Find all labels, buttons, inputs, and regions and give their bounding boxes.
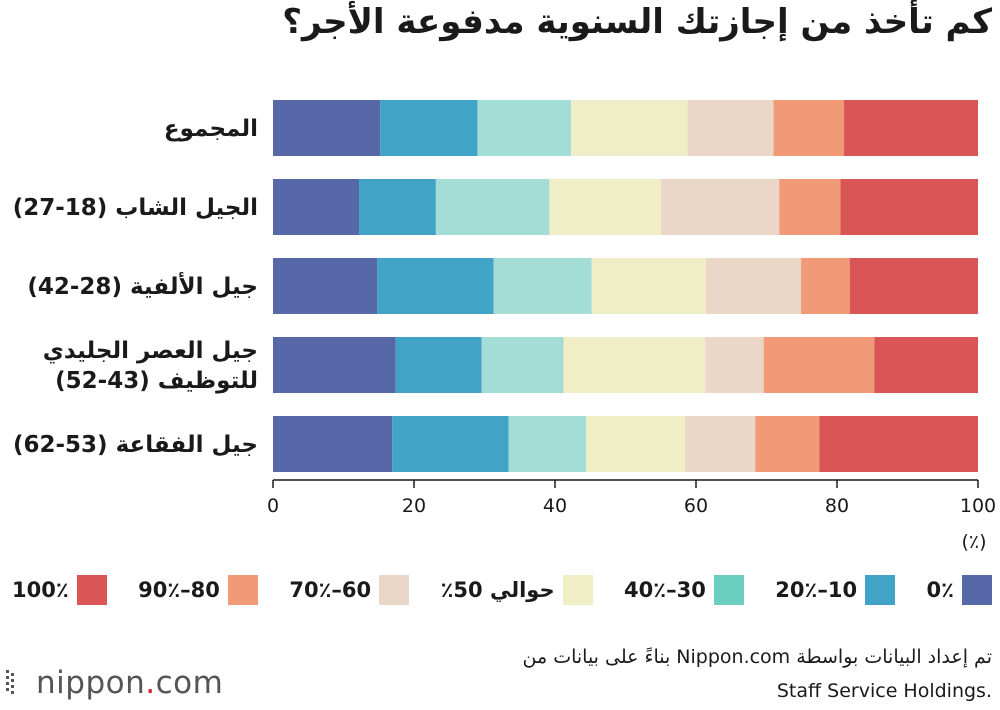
- bar-segment-1-3: [549, 179, 661, 235]
- bar-segment-3-6: [874, 337, 978, 393]
- bar-segment-4-1: [392, 416, 509, 472]
- bar-segment-0-1: [380, 100, 478, 156]
- nippon-logo: nippon.com: [4, 665, 223, 701]
- bar-segment-2-3: [591, 258, 706, 314]
- legend-item-5: 80–90٪: [138, 575, 258, 605]
- source-note: تم إعداد البيانات بواسطة Nippon.com بناء…: [392, 640, 992, 708]
- category-label-2: جيل الألفية (28-42): [27, 271, 258, 300]
- x-tick-label-2: 40: [543, 495, 567, 517]
- bar-segment-0-6: [844, 100, 978, 156]
- bar-segment-1-2: [435, 179, 550, 235]
- legend-item-6: 100٪: [12, 575, 107, 605]
- bar-segment-0-4: [687, 100, 774, 156]
- category-label-3-line-0: جيل العصر الجليدي: [43, 338, 258, 364]
- nippon-logo-mark-icon: [6, 670, 14, 694]
- bar-segment-4-0: [273, 416, 393, 472]
- bar-segment-1-5: [779, 179, 841, 235]
- bar-segment-2-5: [801, 258, 850, 314]
- x-tick-label-1: 20: [402, 495, 426, 517]
- legend-item-3: حوالي 50٪: [441, 575, 593, 605]
- bar-segment-3-2: [481, 337, 564, 393]
- legend-label-1: 10–20٪: [775, 578, 858, 602]
- bar-segment-3-0: [273, 337, 396, 393]
- category-label-4: جيل الفقاعة (53-62): [13, 432, 258, 458]
- bar-segment-1-4: [660, 179, 780, 235]
- legend-label-6: 100٪: [12, 578, 69, 602]
- bar-segment-2-2: [493, 258, 592, 314]
- bar-segment-0-0: [273, 100, 381, 156]
- bar-segment-4-5: [755, 416, 820, 472]
- legend-label-2: 30–40٪: [624, 578, 706, 602]
- bar-segment-0-3: [571, 100, 688, 156]
- legend-item-1: 10–20٪: [775, 575, 896, 605]
- stacked-bar-chart: المجموع الجيل الشاب (18-27) جيل الألفية (2…: [13, 100, 996, 553]
- legend-swatch-1: [865, 575, 896, 605]
- x-tick-label-5: 100: [960, 495, 996, 517]
- legend-swatch-0: [961, 575, 992, 605]
- bar-segment-2-4: [705, 258, 802, 314]
- legend-label-0: 0٪: [926, 578, 954, 602]
- legend-swatch-4: [379, 575, 410, 605]
- legend-item-2: 30–40٪: [624, 575, 744, 605]
- category-label-3-line-1: للتوظيف (43-52): [55, 368, 258, 394]
- legend-label-4: 60–70٪: [289, 578, 372, 602]
- legend: 0٪ 10–20٪ 30–40٪ حوالي 50٪ 60–70٪ 80–90٪…: [12, 570, 992, 610]
- chart-title: كم تأخذ من إجازتك السنوية مدفوعة الأجر؟: [282, 2, 992, 42]
- legend-item-4: 60–70٪: [289, 575, 410, 605]
- bar-segment-2-1: [377, 258, 494, 314]
- x-tick-label-3: 60: [684, 495, 708, 517]
- x-tick-label-0: 0: [267, 495, 279, 517]
- legend-swatch-5: [227, 575, 258, 605]
- bar-segment-1-0: [273, 179, 360, 235]
- bar-segment-4-2: [508, 416, 587, 472]
- bar-segment-1-1: [359, 179, 436, 235]
- bar-segment-0-5: [773, 100, 845, 156]
- legend-label-5: 80–90٪: [138, 578, 220, 602]
- legend-swatch-2: [713, 575, 744, 605]
- x-axis-unit: (٪): [961, 531, 986, 553]
- legend-swatch-6: [76, 575, 107, 605]
- category-label-1: الجيل الشاب (18-27): [13, 195, 258, 221]
- legend-swatch-3: [562, 575, 593, 605]
- source-note-line-1: تم إعداد البيانات بواسطة Nippon.com بناء…: [522, 646, 992, 668]
- bar-segment-3-1: [395, 337, 482, 393]
- category-label-0: المجموع: [164, 116, 258, 142]
- bar-segment-4-3: [586, 416, 685, 472]
- nippon-logo-text: nippon.com: [36, 665, 224, 701]
- bar-segment-4-4: [684, 416, 756, 472]
- bar-segment-4-6: [819, 416, 978, 472]
- legend-item-0: 0٪: [927, 575, 992, 605]
- bar-segment-3-3: [563, 337, 706, 393]
- bar-segment-2-6: [849, 258, 978, 314]
- bar-segment-3-5: [763, 337, 875, 393]
- source-note-line-2: Staff Service Holdings.: [776, 680, 992, 702]
- legend-label-3: حوالي 50٪: [440, 578, 555, 602]
- bar-segment-3-4: [705, 337, 764, 393]
- bar-segment-0-2: [477, 100, 572, 156]
- bar-segment-1-6: [840, 179, 978, 235]
- bar-segment-2-0: [273, 258, 378, 314]
- x-tick-label-4: 80: [825, 495, 849, 517]
